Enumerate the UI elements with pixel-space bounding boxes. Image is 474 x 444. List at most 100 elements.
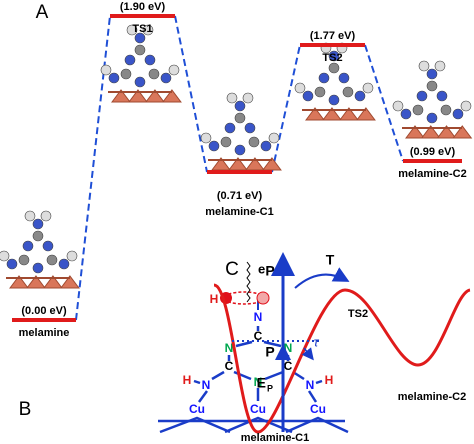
atom [100, 64, 112, 76]
atom [426, 80, 438, 92]
atom-label: H [325, 373, 334, 387]
surface-atom [9, 275, 29, 289]
atom-label: C [254, 329, 263, 343]
atom-label: Cu [250, 402, 266, 416]
atom [328, 94, 340, 106]
atom [234, 144, 246, 156]
atom [314, 86, 326, 98]
atom-label: N [202, 378, 211, 392]
atom [400, 108, 412, 120]
atom [58, 258, 70, 270]
atom [318, 72, 330, 84]
state-label: melamine [19, 327, 70, 339]
momentum-label: P [265, 263, 274, 279]
atom [328, 50, 340, 62]
momentum-label: P [265, 344, 274, 360]
atom [120, 68, 132, 80]
atom [440, 104, 452, 116]
atom [234, 100, 246, 112]
atom [144, 54, 156, 66]
atom [208, 140, 220, 152]
atom [46, 254, 58, 266]
min2-label: melamine-C2 [398, 391, 466, 403]
panel-label: B [19, 399, 32, 420]
bonds [158, 326, 349, 434]
atom [242, 92, 254, 104]
energy-label: (0.71 eV) [217, 190, 263, 202]
surface-atom [355, 107, 376, 121]
atom [200, 132, 212, 144]
atom [18, 254, 30, 266]
ts-label: TS2 [348, 308, 368, 320]
atom [392, 100, 404, 112]
surface-atom [436, 125, 457, 139]
surface-atom [338, 107, 359, 121]
atom-label: C [225, 359, 234, 373]
molecule-illustration [294, 42, 376, 121]
molecule-illustration [100, 24, 182, 103]
atom-label: C [284, 359, 293, 373]
atom [244, 122, 256, 134]
atom-label: Cu [310, 402, 326, 416]
atom [126, 24, 138, 36]
atom [220, 136, 232, 148]
state-label: melamine-C1 [205, 206, 273, 218]
atom [40, 210, 52, 222]
atom [24, 210, 36, 222]
atom [168, 64, 180, 76]
atom-label: N [225, 341, 234, 355]
panel-a: A (0.00 eV) melamine (1.90 eV) TS1 (0.71 eV)… [0, 1, 473, 339]
state-label: TS2 [322, 52, 342, 64]
surface-atom [127, 89, 148, 103]
atom [434, 60, 446, 72]
atom [412, 104, 424, 116]
surface-atom [161, 89, 182, 103]
atom [226, 92, 238, 104]
energy-curve [213, 283, 471, 434]
atom [416, 90, 428, 102]
surface-atom [42, 275, 63, 289]
atom [362, 82, 374, 94]
energy-label: (1.77 eV) [310, 30, 356, 42]
atom [452, 108, 464, 120]
tau-label: τ [314, 334, 320, 349]
atom [328, 62, 340, 74]
surface-atom [305, 107, 325, 121]
atom [426, 112, 438, 124]
atom [32, 262, 44, 274]
atom [460, 100, 472, 112]
atom [6, 258, 18, 270]
electron-label: e [258, 261, 265, 276]
surface-atom [111, 89, 131, 103]
atom [142, 24, 154, 36]
surface-atom [452, 125, 473, 139]
molecule-illustration [392, 60, 473, 139]
panel-label: C [225, 259, 239, 280]
atom-label: H [210, 292, 219, 306]
atom [32, 230, 44, 242]
state-label: TS1 [132, 23, 152, 35]
atom [134, 44, 146, 56]
energy-label: E [257, 375, 266, 391]
atom [124, 54, 136, 66]
atom [108, 72, 120, 84]
atom [354, 90, 366, 102]
panel-c: C P T TS2 P τ E P melamine-C1 melamine-C… [213, 252, 471, 444]
atom-label: H [183, 373, 192, 387]
electron-path [246, 261, 251, 303]
surface-atom [420, 125, 441, 139]
molecule-illustration [200, 92, 282, 171]
atom [22, 240, 34, 252]
atom-label: N [254, 310, 263, 324]
atom [148, 68, 160, 80]
min1-label: melamine-C1 [241, 432, 309, 444]
atom-label: N [254, 375, 263, 389]
atom [134, 32, 146, 44]
atom [436, 90, 448, 102]
energy-label: (1.90 eV) [120, 1, 166, 13]
tau-arrow [301, 347, 314, 361]
surface-atom [144, 89, 165, 103]
atom [248, 136, 260, 148]
atom [342, 86, 354, 98]
